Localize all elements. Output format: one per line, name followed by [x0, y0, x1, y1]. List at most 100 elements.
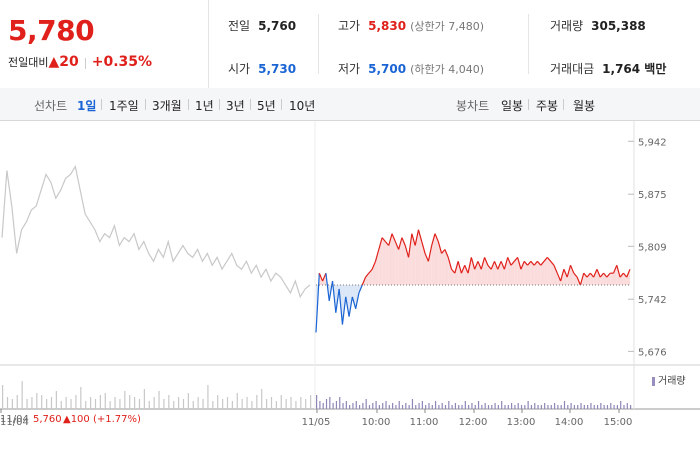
- y-tick-label: 5,942: [638, 137, 667, 148]
- area-segment: [504, 257, 508, 286]
- tab-1d[interactable]: 1일: [77, 99, 97, 113]
- down-segment: [348, 296, 353, 317]
- volume-bar: [550, 405, 552, 409]
- y-tick-label: 5,676: [638, 347, 667, 358]
- volume-bar: [570, 403, 572, 409]
- area-segment: [553, 265, 558, 286]
- volume-bar: [352, 403, 354, 409]
- up-segment: [365, 272, 370, 278]
- volume-bar: [241, 399, 243, 409]
- up-segment: [576, 276, 581, 286]
- volume-bar: [217, 395, 219, 409]
- volume-bar: [537, 405, 539, 409]
- tab-5y[interactable]: 5년: [257, 99, 276, 113]
- volume-bar: [411, 399, 414, 409]
- area-segment: [398, 237, 402, 286]
- area-segment: [378, 237, 383, 286]
- up-segment: [550, 260, 555, 266]
- area-segment: [583, 273, 588, 286]
- area-segment: [524, 261, 528, 286]
- volume-bar: [606, 405, 609, 409]
- area-segment: [537, 261, 541, 286]
- tab-monthly[interactable]: 월봉: [573, 99, 596, 113]
- volume-bar: [616, 405, 618, 409]
- up-segment: [560, 269, 565, 282]
- divider: [84, 57, 86, 69]
- x-tick-label: 13:00: [507, 417, 536, 428]
- volume-swatch: [652, 376, 655, 386]
- volume-bar: [275, 401, 277, 409]
- volume-bar: [438, 405, 440, 409]
- up-segment: [470, 257, 476, 270]
- volume-bar: [31, 397, 33, 409]
- volume-bar: [329, 397, 331, 409]
- tab-3y[interactable]: 3년: [226, 99, 245, 113]
- area-segment: [534, 261, 538, 286]
- divider: [145, 99, 146, 110]
- volume-bar: [587, 405, 589, 409]
- volume-bar: [322, 403, 324, 409]
- down-segment: [328, 280, 334, 301]
- volume-bar: [517, 403, 519, 409]
- volume-bar: [187, 393, 189, 409]
- tab-daily[interactable]: 일봉: [501, 99, 524, 113]
- tab-3m[interactable]: 3개월: [152, 99, 182, 113]
- up-segment: [322, 272, 327, 282]
- volume-bar: [80, 387, 82, 409]
- up-segment: [454, 261, 459, 274]
- tab-1y[interactable]: 1년: [195, 99, 214, 113]
- area-segment: [464, 265, 469, 286]
- volume-bar: [319, 401, 321, 409]
- volume-bar: [168, 395, 170, 409]
- volume-bar: [75, 395, 77, 409]
- area-segment: [385, 241, 389, 286]
- volume-bar: [325, 399, 328, 409]
- up-segment: [546, 256, 552, 262]
- volume-bar: [530, 405, 533, 409]
- volume-bar: [280, 395, 282, 409]
- grid: [0, 121, 700, 410]
- volume-bar: [119, 399, 121, 409]
- divider: [563, 99, 564, 110]
- down-segment: [325, 273, 330, 301]
- price-lines: [1, 164, 631, 333]
- volume-bar: [514, 405, 516, 409]
- volume-bar: [497, 405, 499, 409]
- volume-bar: [408, 405, 410, 409]
- price-chart[interactable]: 5,942 5,875 5,809 5,742 5,676 11/04 11/05 10:0…: [0, 121, 700, 450]
- stat-label: 전일: [228, 19, 251, 33]
- volume-bar: [2, 385, 4, 409]
- volume-bar: [520, 405, 523, 409]
- volume-bar: [418, 403, 420, 409]
- tab-weekly[interactable]: 주봉: [536, 99, 559, 113]
- volume-bar: [596, 405, 599, 409]
- down-segment: [331, 281, 337, 313]
- volume-bar: [547, 405, 549, 409]
- volume-bar: [603, 405, 605, 409]
- volume-bar: [385, 401, 387, 409]
- up-segment: [599, 272, 605, 278]
- tab-1w[interactable]: 1주일: [109, 99, 139, 113]
- stats-panel: 전일 5,760 고가 5,830 (상한가 7,480) 거래량 305,388 시가…: [208, 0, 700, 88]
- up-segment: [441, 249, 446, 254]
- area-segment: [461, 265, 465, 286]
- stat-value: 5,760: [258, 19, 297, 33]
- change-info: 전일대비▲20 +0.35%: [8, 54, 152, 70]
- volume-bar: [577, 405, 579, 409]
- volume-bar: [153, 397, 155, 409]
- volume-bar: [114, 397, 116, 409]
- volume-bar: [626, 403, 628, 409]
- volume-bar: [428, 403, 430, 409]
- area-segment: [411, 233, 416, 286]
- volume-bar: [494, 403, 496, 409]
- volume-bar: [405, 403, 407, 409]
- candle-chart-label: 봉차트: [456, 99, 490, 113]
- up-segment: [434, 233, 439, 242]
- tab-10y[interactable]: 10년: [289, 99, 316, 113]
- up-segment: [523, 260, 528, 266]
- volume-bar: [90, 397, 92, 409]
- divider: [528, 99, 529, 110]
- up-segment: [583, 272, 588, 278]
- area-segment: [547, 257, 551, 286]
- up-segment: [421, 241, 426, 254]
